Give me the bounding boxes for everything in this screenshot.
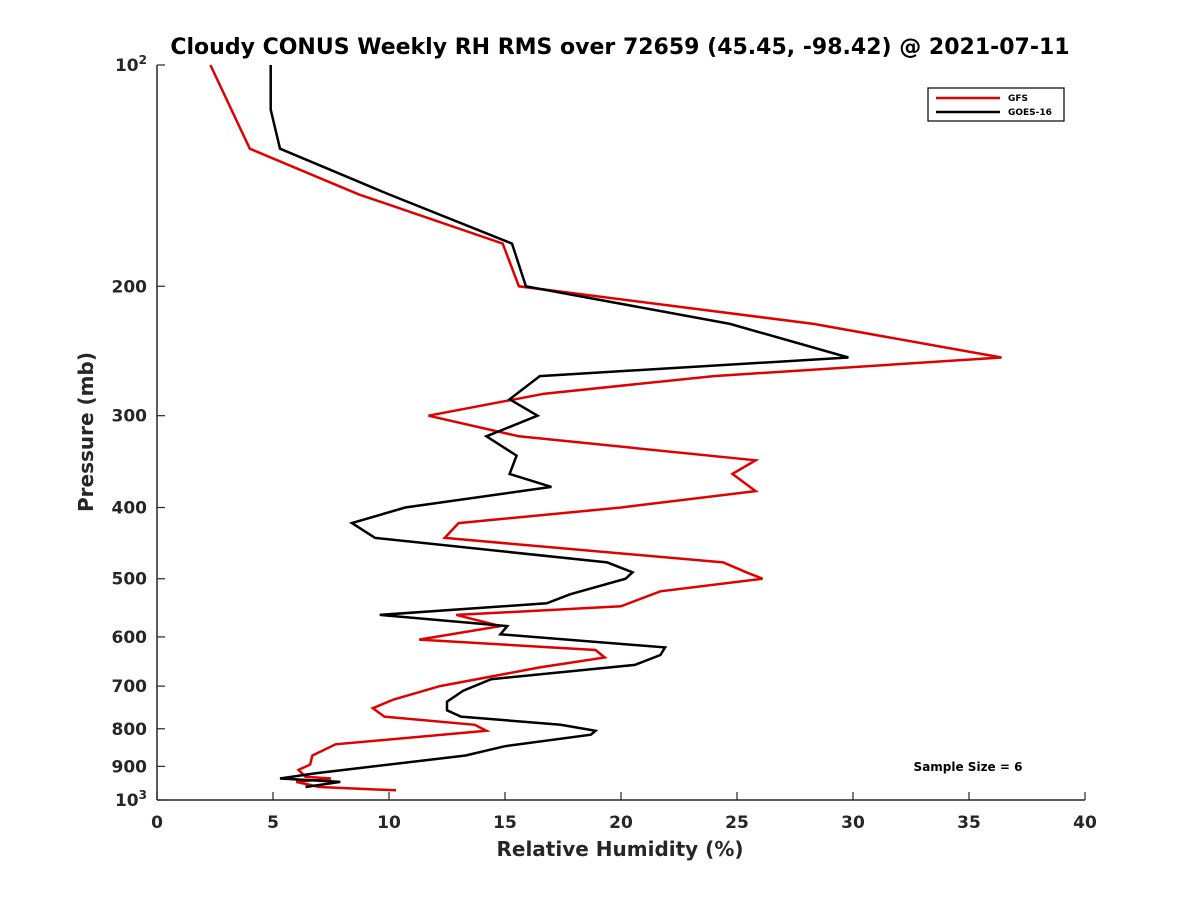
legend-box xyxy=(927,87,1065,122)
y-tick-label: 900 xyxy=(112,757,148,777)
y-tick-label: 500 xyxy=(112,570,148,590)
x-axis-label: Relative Humidity (%) xyxy=(496,837,743,861)
ticks-layer: 0 5 10 15 20 25 30 35 40 102 200 300 400 500 600 700 800… xyxy=(112,53,1097,833)
x-tick-label: 40 xyxy=(1073,813,1097,833)
x-tick-label: 10 xyxy=(377,813,401,833)
sample-size-annotation: Sample Size = 6 xyxy=(914,760,1023,774)
x-tick-label: 15 xyxy=(493,813,517,833)
y-tick-label: 700 xyxy=(112,677,148,697)
x-tick-label: 35 xyxy=(957,813,981,833)
y-tick-label: 800 xyxy=(112,720,148,740)
x-tick-label: 5 xyxy=(267,813,279,833)
y-tick-label: 300 xyxy=(112,407,148,427)
x-tick-label: 30 xyxy=(841,813,865,833)
legend-label: GFS xyxy=(1008,94,1028,104)
chart-title: Cloudy CONUS Weekly RH RMS over 72659 (4… xyxy=(170,35,1069,60)
y-tick-label: 102 xyxy=(115,53,147,76)
x-tick-label: 25 xyxy=(725,813,749,833)
y-tick-label: 600 xyxy=(112,628,148,648)
series-line-goes-16 xyxy=(269,65,849,789)
y-tick-label: 400 xyxy=(112,499,148,519)
legend-label: GOES-16 xyxy=(1008,108,1052,118)
y-tick-label: 200 xyxy=(112,277,148,297)
series-line-gfs xyxy=(209,64,1002,792)
x-tick-label: 0 xyxy=(151,813,163,833)
x-tick-label: 20 xyxy=(609,813,633,833)
y-axis-label: Pressure (mb) xyxy=(74,352,98,512)
y-tick-label: 103 xyxy=(115,788,147,811)
legend: GFS GOES-16 xyxy=(927,87,1065,122)
series-layer xyxy=(209,64,1002,792)
